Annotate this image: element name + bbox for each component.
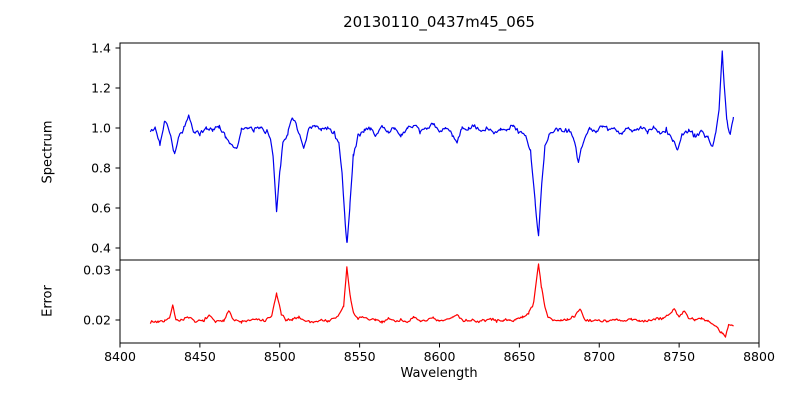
error-frame <box>119 259 760 344</box>
x-tick-label: 8750 <box>663 349 695 364</box>
y-tick-label: 0.03 <box>83 262 111 277</box>
y-tick-label: 0.6 <box>91 200 111 215</box>
x-tick-label: 8500 <box>264 349 296 364</box>
y-tick-label: 1.4 <box>91 40 111 55</box>
x-tick-label: 8650 <box>503 349 535 364</box>
error-line <box>149 263 734 338</box>
chart-title: 20130110_0437m45_065 <box>343 13 535 31</box>
x-tick-label: 8800 <box>743 349 775 364</box>
y-axis-ticks-error: 0.02 0.03 <box>83 262 120 327</box>
spectrum-line <box>149 50 735 243</box>
y-tick-label: 1.2 <box>91 80 111 95</box>
y-tick-label: 0.8 <box>91 160 111 175</box>
x-tick-label: 8550 <box>344 349 376 364</box>
x-tick-label: 8400 <box>104 349 136 364</box>
x-axis-ticks: 8400 8450 8500 8550 8600 8650 8700 8750 8800 <box>104 343 775 364</box>
y-tick-label: 1.0 <box>91 120 111 135</box>
y-tick-label: 0.4 <box>91 240 111 255</box>
spectrum-frame <box>119 42 760 261</box>
x-tick-label: 8450 <box>184 349 216 364</box>
y-axis-ticks-spectrum: 0.4 0.6 0.8 1.0 1.2 1.4 <box>91 40 120 255</box>
x-tick-label: 8700 <box>583 349 615 364</box>
y-tick-label: 0.02 <box>83 312 111 327</box>
x-axis-label: Wavelength <box>400 366 478 381</box>
x-tick-label: 8600 <box>424 349 456 364</box>
